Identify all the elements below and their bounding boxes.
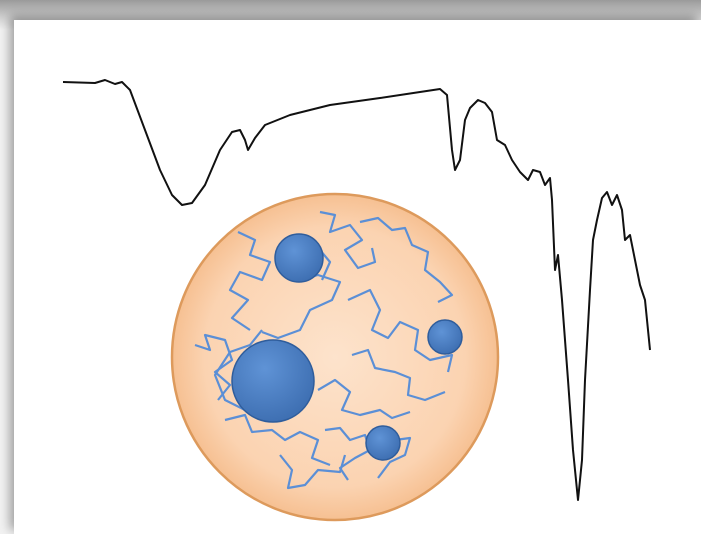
- sphere: [274, 233, 324, 283]
- sphere: [231, 339, 315, 423]
- chain: [224, 413, 331, 467]
- chain: [194, 333, 234, 401]
- sphere: [427, 319, 463, 355]
- chain: [228, 231, 272, 331]
- chain: [261, 273, 342, 340]
- chain: [351, 348, 446, 402]
- chain: [279, 454, 347, 490]
- spectrum-line: [62, 79, 651, 501]
- particles: [231, 233, 463, 461]
- chain: [359, 216, 454, 303]
- chain: [319, 210, 377, 270]
- chain: [377, 436, 412, 479]
- chain: [317, 378, 411, 420]
- sphere: [365, 425, 401, 461]
- chain: [347, 288, 454, 373]
- particle-circle: [170, 192, 500, 522]
